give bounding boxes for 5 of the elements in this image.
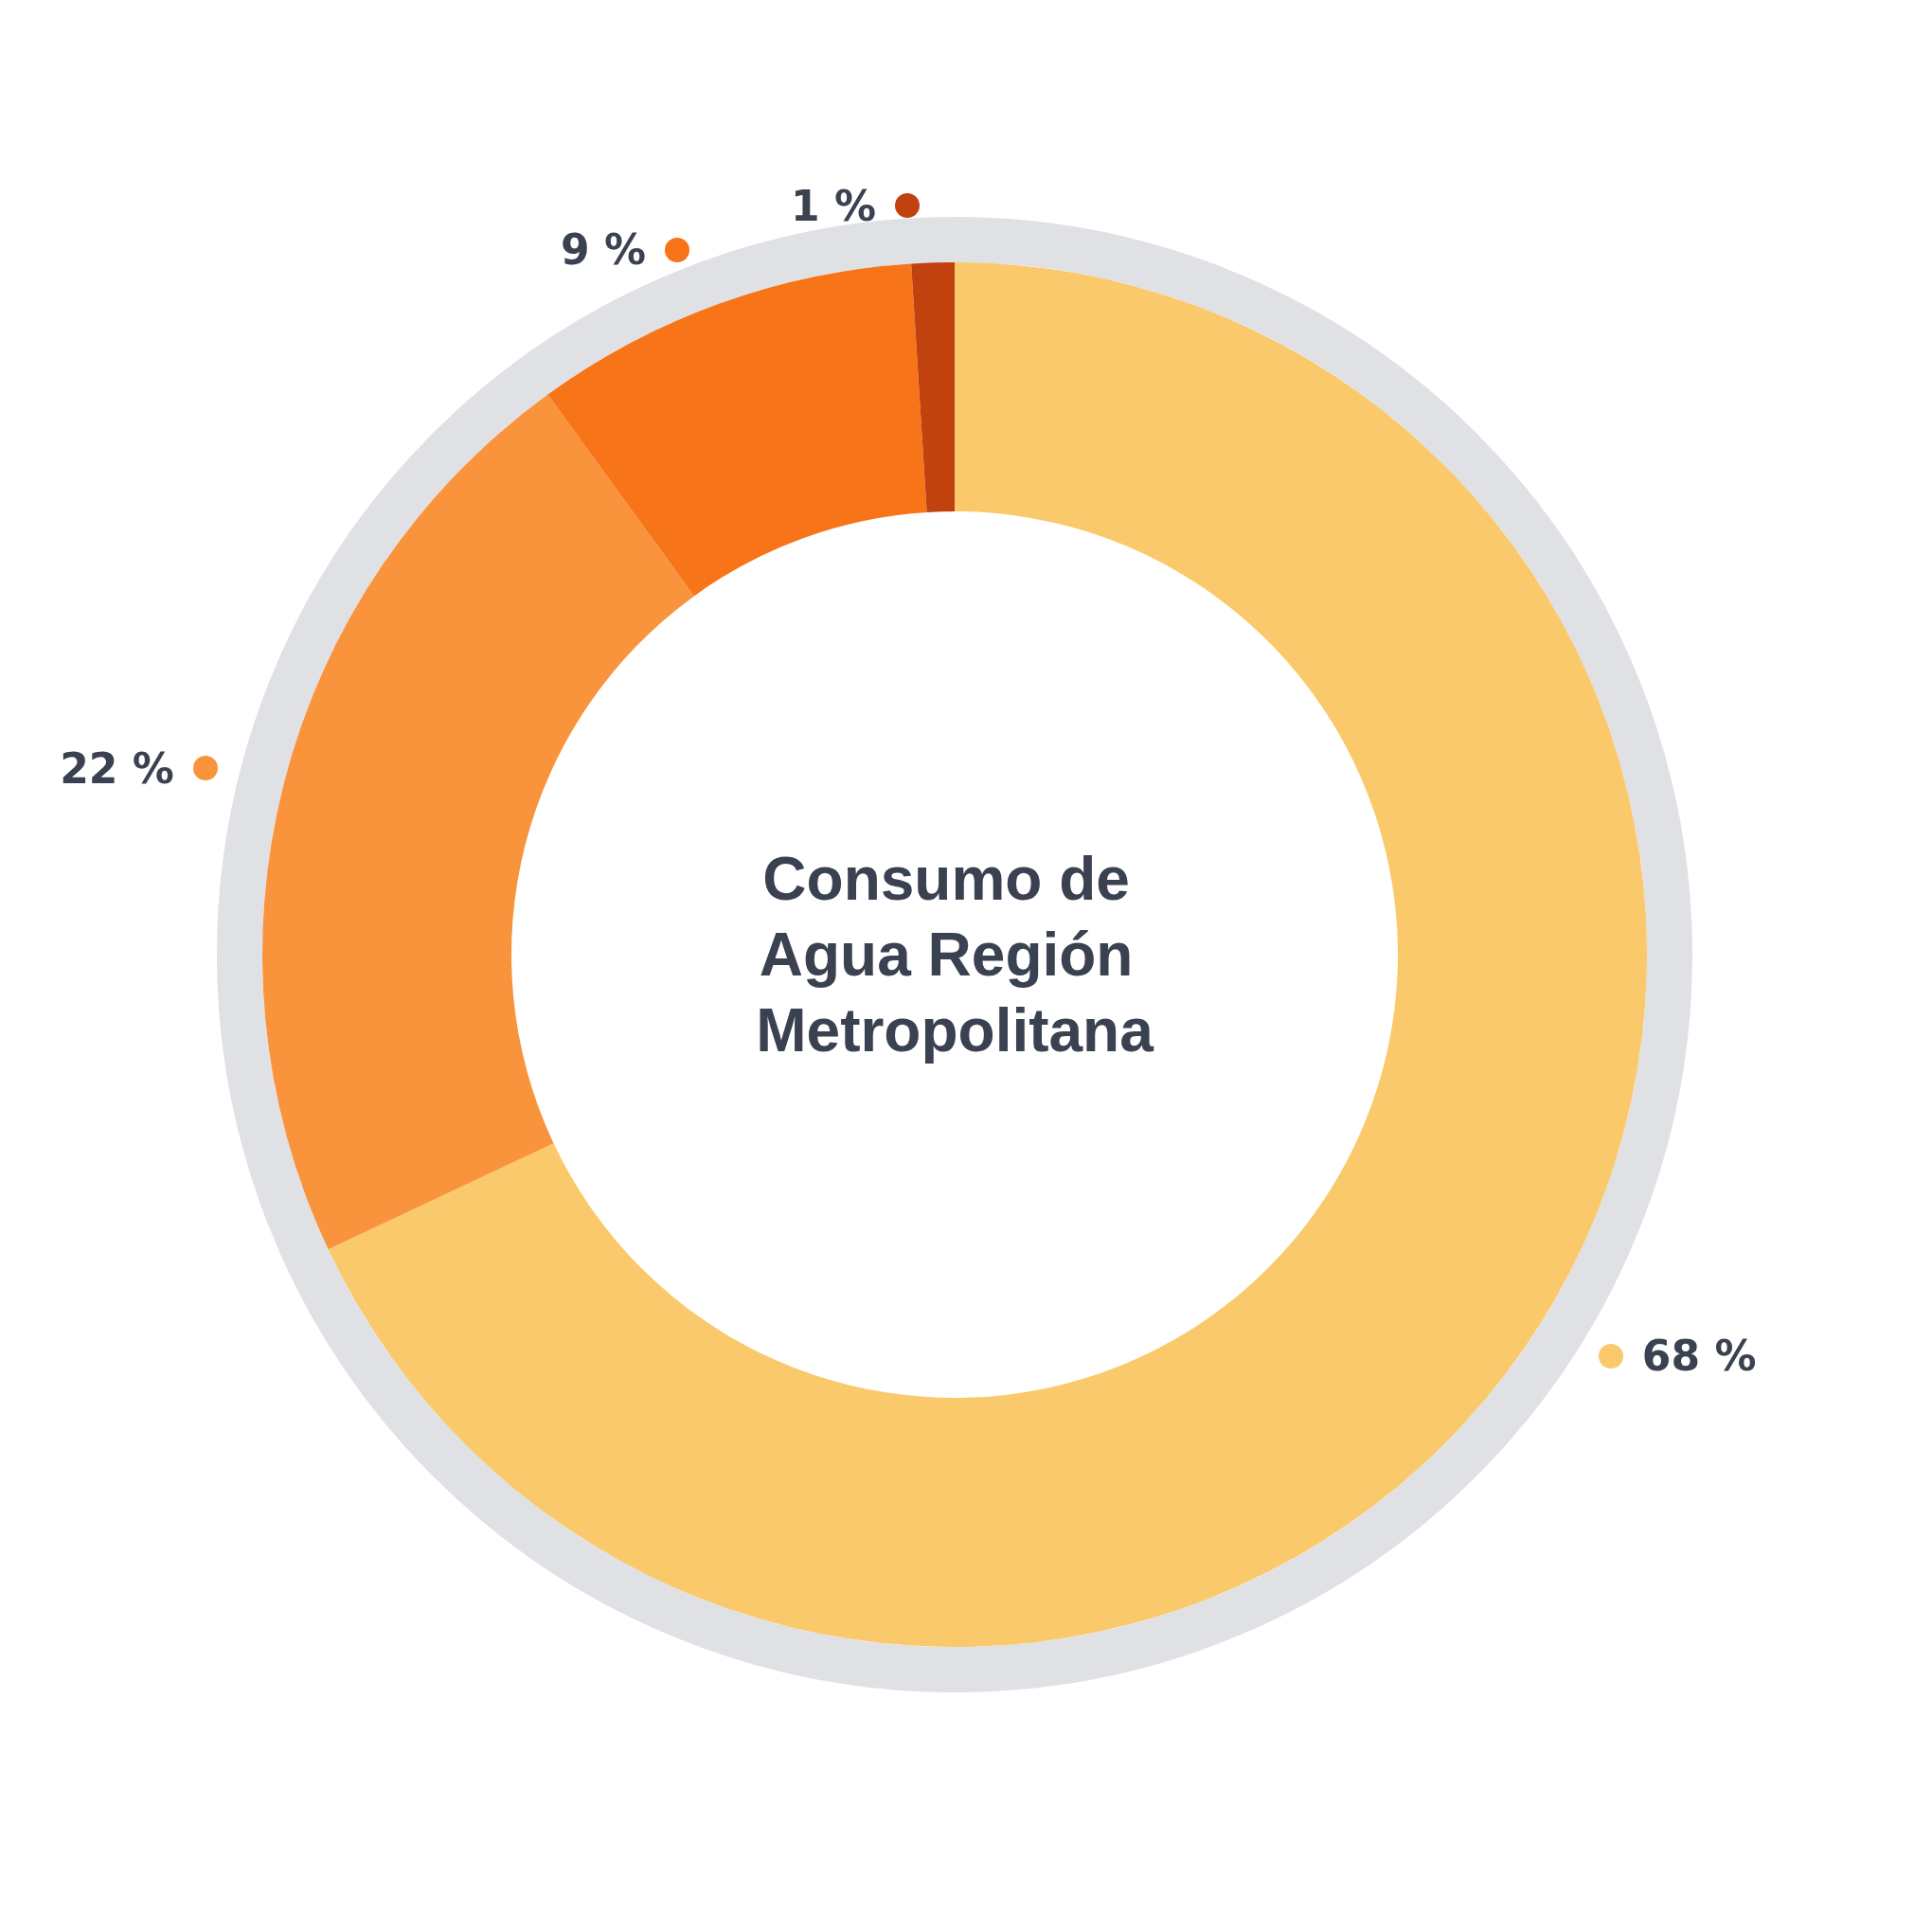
data-label: 68 % — [1641, 1332, 1757, 1381]
data-label: 22 % — [60, 743, 174, 793]
data-label: 9 % — [561, 225, 647, 275]
text: Consumo de Agua Región Metropolitana — [756, 845, 1154, 1064]
data-label: 1 % — [791, 181, 877, 230]
